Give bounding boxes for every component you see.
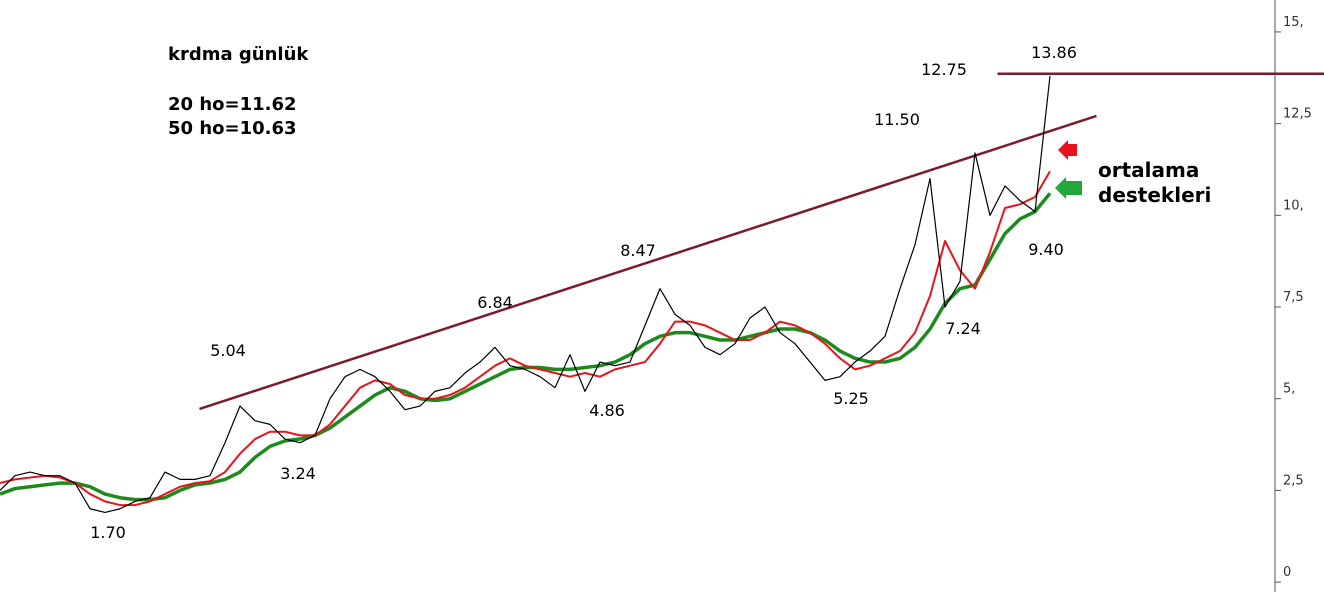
arrow	[1055, 177, 1082, 199]
note-text: ortalama	[1098, 158, 1199, 182]
annotation: 7.24	[945, 319, 981, 338]
series-line	[0, 75, 1051, 514]
ma-text: 20 ho=11.62	[168, 94, 297, 115]
series-line	[0, 192, 1052, 502]
y-tick-label: 12,5	[1283, 107, 1312, 122]
annotation: 6.84	[477, 293, 513, 312]
annotation: 12.75	[921, 60, 967, 79]
y-tick-label: 15,	[1283, 15, 1304, 30]
trend-line	[199, 114, 1097, 411]
chart-title: krdma günlük	[168, 44, 309, 65]
annotation: 13.86	[1031, 43, 1077, 62]
y-tick-label: 7,5	[1283, 290, 1304, 305]
annotation: 8.47	[620, 241, 656, 260]
annotation: 3.24	[280, 464, 316, 483]
annotation: 5.04	[210, 341, 246, 360]
annotation: 4.86	[589, 401, 625, 420]
note-text: destekleri	[1098, 183, 1211, 207]
annotation: 5.25	[833, 389, 869, 408]
y-tick-label: 0	[1283, 565, 1291, 580]
annotation: 9.40	[1028, 240, 1064, 259]
arrow	[1058, 140, 1077, 160]
annotation: 1.70	[90, 523, 126, 542]
y-tick-label: 10,	[1283, 198, 1304, 213]
y-tick-label: 5,	[1283, 382, 1295, 397]
ma-text: 50 ho=10.63	[168, 118, 297, 139]
y-tick-label: 2,5	[1283, 473, 1304, 488]
series-line	[0, 170, 1051, 507]
annotation: 11.50	[874, 110, 920, 129]
